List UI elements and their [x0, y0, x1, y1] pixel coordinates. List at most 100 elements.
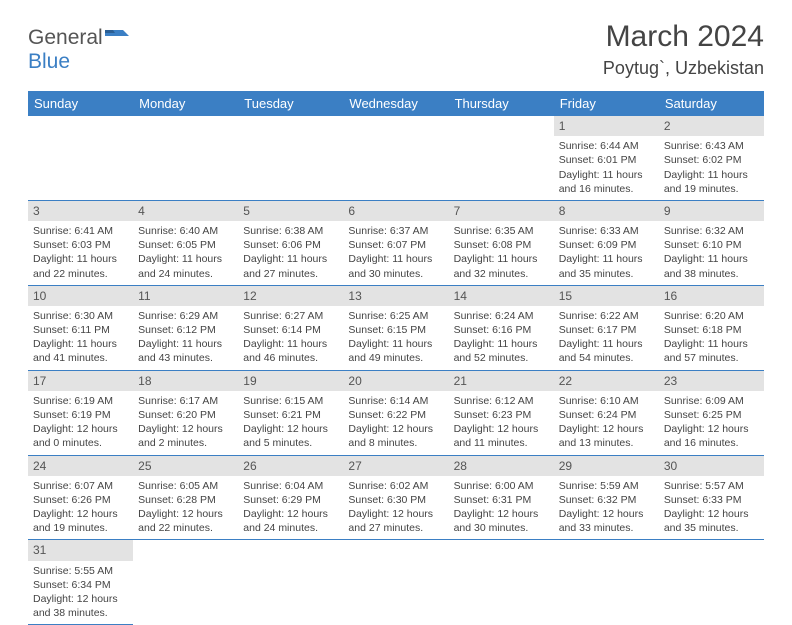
daylight-text: Daylight: 11 hours and 41 minutes.	[33, 337, 128, 365]
day-number: 24	[28, 456, 133, 476]
sunset-text: Sunset: 6:14 PM	[243, 323, 338, 337]
calendar-cell: 3Sunrise: 6:41 AMSunset: 6:03 PMDaylight…	[28, 200, 133, 285]
cell-body: Sunrise: 6:10 AMSunset: 6:24 PMDaylight:…	[554, 391, 659, 455]
sunset-text: Sunset: 6:17 PM	[559, 323, 654, 337]
daylight-text: Daylight: 11 hours and 52 minutes.	[454, 337, 549, 365]
daylight-text: Daylight: 12 hours and 27 minutes.	[348, 507, 443, 535]
sunrise-text: Sunrise: 6:40 AM	[138, 224, 233, 238]
calendar-cell	[28, 116, 133, 200]
day-number: 7	[449, 201, 554, 221]
calendar-cell: 29Sunrise: 5:59 AMSunset: 6:32 PMDayligh…	[554, 455, 659, 540]
sunrise-text: Sunrise: 6:12 AM	[454, 394, 549, 408]
cell-body: Sunrise: 6:05 AMSunset: 6:28 PMDaylight:…	[133, 476, 238, 540]
calendar-cell: 15Sunrise: 6:22 AMSunset: 6:17 PMDayligh…	[554, 285, 659, 370]
calendar-cell	[343, 540, 448, 625]
cell-body: Sunrise: 6:25 AMSunset: 6:15 PMDaylight:…	[343, 306, 448, 370]
day-number: 26	[238, 456, 343, 476]
sunset-text: Sunset: 6:23 PM	[454, 408, 549, 422]
daylight-text: Daylight: 11 hours and 35 minutes.	[559, 252, 654, 280]
sunrise-text: Sunrise: 5:55 AM	[33, 564, 128, 578]
day-number: 4	[133, 201, 238, 221]
daylight-text: Daylight: 12 hours and 5 minutes.	[243, 422, 338, 450]
day-number: 11	[133, 286, 238, 306]
calendar-cell	[554, 540, 659, 625]
cell-body: Sunrise: 6:33 AMSunset: 6:09 PMDaylight:…	[554, 221, 659, 285]
cell-body: Sunrise: 6:44 AMSunset: 6:01 PMDaylight:…	[554, 136, 659, 200]
calendar-cell	[133, 116, 238, 200]
sunset-text: Sunset: 6:15 PM	[348, 323, 443, 337]
cell-body: Sunrise: 6:15 AMSunset: 6:21 PMDaylight:…	[238, 391, 343, 455]
cell-body: Sunrise: 6:29 AMSunset: 6:12 PMDaylight:…	[133, 306, 238, 370]
calendar-cell: 20Sunrise: 6:14 AMSunset: 6:22 PMDayligh…	[343, 370, 448, 455]
sunset-text: Sunset: 6:06 PM	[243, 238, 338, 252]
calendar-cell: 6Sunrise: 6:37 AMSunset: 6:07 PMDaylight…	[343, 200, 448, 285]
cell-body: Sunrise: 6:22 AMSunset: 6:17 PMDaylight:…	[554, 306, 659, 370]
cell-body: Sunrise: 6:02 AMSunset: 6:30 PMDaylight:…	[343, 476, 448, 540]
calendar-row: 17Sunrise: 6:19 AMSunset: 6:19 PMDayligh…	[28, 370, 764, 455]
logo: GeneralBlue	[28, 26, 129, 74]
cell-body: Sunrise: 6:14 AMSunset: 6:22 PMDaylight:…	[343, 391, 448, 455]
cell-body: Sunrise: 6:04 AMSunset: 6:29 PMDaylight:…	[238, 476, 343, 540]
sunrise-text: Sunrise: 6:10 AM	[559, 394, 654, 408]
sunset-text: Sunset: 6:16 PM	[454, 323, 549, 337]
day-header: Tuesday	[238, 91, 343, 116]
calendar-cell: 28Sunrise: 6:00 AMSunset: 6:31 PMDayligh…	[449, 455, 554, 540]
calendar-body: 1Sunrise: 6:44 AMSunset: 6:01 PMDaylight…	[28, 116, 764, 625]
daylight-text: Daylight: 11 hours and 32 minutes.	[454, 252, 549, 280]
daylight-text: Daylight: 11 hours and 46 minutes.	[243, 337, 338, 365]
sunset-text: Sunset: 6:02 PM	[664, 153, 759, 167]
calendar-cell	[238, 116, 343, 200]
day-number: 14	[449, 286, 554, 306]
sunrise-text: Sunrise: 6:14 AM	[348, 394, 443, 408]
calendar-cell: 10Sunrise: 6:30 AMSunset: 6:11 PMDayligh…	[28, 285, 133, 370]
daylight-text: Daylight: 11 hours and 22 minutes.	[33, 252, 128, 280]
calendar-cell: 9Sunrise: 6:32 AMSunset: 6:10 PMDaylight…	[659, 200, 764, 285]
day-number: 5	[238, 201, 343, 221]
sunrise-text: Sunrise: 6:30 AM	[33, 309, 128, 323]
sunset-text: Sunset: 6:22 PM	[348, 408, 443, 422]
sunrise-text: Sunrise: 6:32 AM	[664, 224, 759, 238]
daylight-text: Daylight: 12 hours and 2 minutes.	[138, 422, 233, 450]
cell-body: Sunrise: 6:38 AMSunset: 6:06 PMDaylight:…	[238, 221, 343, 285]
cell-body: Sunrise: 6:19 AMSunset: 6:19 PMDaylight:…	[28, 391, 133, 455]
sunset-text: Sunset: 6:26 PM	[33, 493, 128, 507]
daylight-text: Daylight: 12 hours and 19 minutes.	[33, 507, 128, 535]
daylight-text: Daylight: 11 hours and 43 minutes.	[138, 337, 233, 365]
daylight-text: Daylight: 11 hours and 27 minutes.	[243, 252, 338, 280]
daylight-text: Daylight: 12 hours and 24 minutes.	[243, 507, 338, 535]
cell-body: Sunrise: 6:35 AMSunset: 6:08 PMDaylight:…	[449, 221, 554, 285]
calendar-cell	[449, 540, 554, 625]
day-number: 19	[238, 371, 343, 391]
daylight-text: Daylight: 11 hours and 54 minutes.	[559, 337, 654, 365]
sunset-text: Sunset: 6:01 PM	[559, 153, 654, 167]
cell-body: Sunrise: 6:09 AMSunset: 6:25 PMDaylight:…	[659, 391, 764, 455]
sunset-text: Sunset: 6:19 PM	[33, 408, 128, 422]
cell-body: Sunrise: 6:37 AMSunset: 6:07 PMDaylight:…	[343, 221, 448, 285]
cell-body: Sunrise: 6:17 AMSunset: 6:20 PMDaylight:…	[133, 391, 238, 455]
day-number: 8	[554, 201, 659, 221]
calendar-cell: 24Sunrise: 6:07 AMSunset: 6:26 PMDayligh…	[28, 455, 133, 540]
cell-body: Sunrise: 6:43 AMSunset: 6:02 PMDaylight:…	[659, 136, 764, 200]
day-header: Thursday	[449, 91, 554, 116]
daylight-text: Daylight: 12 hours and 8 minutes.	[348, 422, 443, 450]
sunrise-text: Sunrise: 6:09 AM	[664, 394, 759, 408]
sunset-text: Sunset: 6:24 PM	[559, 408, 654, 422]
cell-body: Sunrise: 6:24 AMSunset: 6:16 PMDaylight:…	[449, 306, 554, 370]
calendar-cell: 7Sunrise: 6:35 AMSunset: 6:08 PMDaylight…	[449, 200, 554, 285]
day-number: 12	[238, 286, 343, 306]
sunrise-text: Sunrise: 5:57 AM	[664, 479, 759, 493]
sunset-text: Sunset: 6:12 PM	[138, 323, 233, 337]
cell-body: Sunrise: 6:32 AMSunset: 6:10 PMDaylight:…	[659, 221, 764, 285]
day-number: 3	[28, 201, 133, 221]
sunrise-text: Sunrise: 6:27 AM	[243, 309, 338, 323]
page-title: March 2024	[603, 20, 764, 54]
calendar-cell: 14Sunrise: 6:24 AMSunset: 6:16 PMDayligh…	[449, 285, 554, 370]
cell-body: Sunrise: 6:00 AMSunset: 6:31 PMDaylight:…	[449, 476, 554, 540]
calendar-cell: 26Sunrise: 6:04 AMSunset: 6:29 PMDayligh…	[238, 455, 343, 540]
daylight-text: Daylight: 11 hours and 16 minutes.	[559, 168, 654, 196]
day-number: 17	[28, 371, 133, 391]
calendar-cell	[133, 540, 238, 625]
sunrise-text: Sunrise: 6:35 AM	[454, 224, 549, 238]
daylight-text: Daylight: 12 hours and 22 minutes.	[138, 507, 233, 535]
calendar-row: 10Sunrise: 6:30 AMSunset: 6:11 PMDayligh…	[28, 285, 764, 370]
